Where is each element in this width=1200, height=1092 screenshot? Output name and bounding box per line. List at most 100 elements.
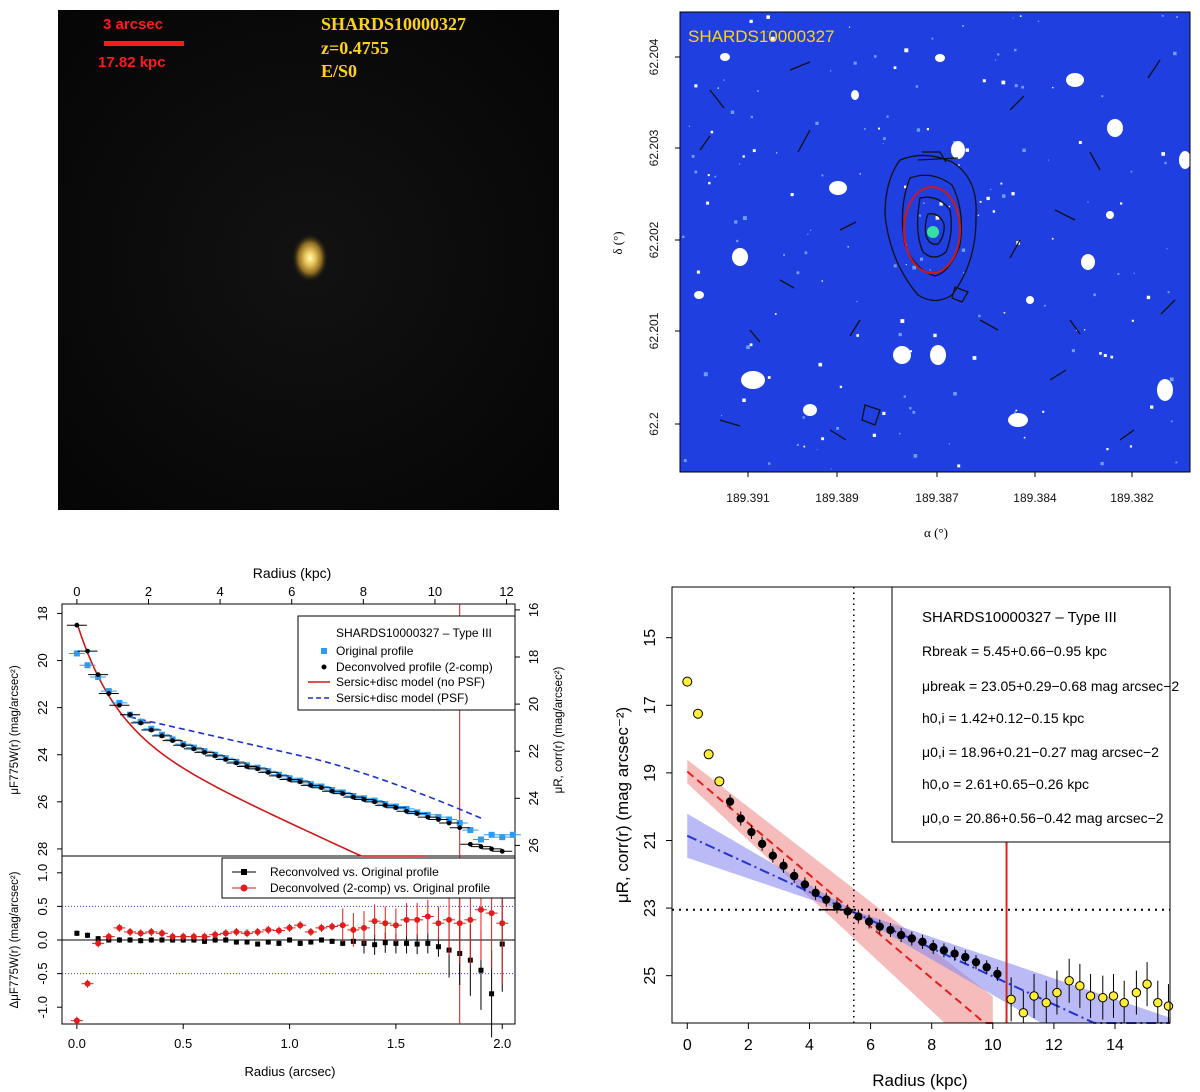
noise-pixel [714, 175, 717, 178]
map-field [680, 12, 1190, 472]
map-contours [699, 59, 1176, 441]
right-tick-label: 18 [526, 650, 541, 664]
residual-legend: Reconvolved vs. Original profile Deconvo… [221, 857, 516, 899]
legend-deconvolved-label: Deconvolved profile (2-comp) [336, 660, 493, 674]
deconvolved-point [499, 848, 505, 854]
noise-pixel [1037, 20, 1040, 23]
profile-point [822, 895, 831, 904]
noise-pixel [770, 36, 775, 41]
deconvolved-point [233, 760, 239, 766]
noise-pixel [1021, 85, 1025, 89]
noise-pixel [1101, 95, 1104, 98]
residual-axis-title: ΔμF775W(r) (mag/arcsec²) [9, 871, 21, 1008]
deconvolved-point [372, 799, 378, 805]
profile-point [747, 827, 756, 837]
legend-psf-label: Sersic+disc model (PSF) [336, 691, 468, 705]
galaxy-blob [292, 234, 328, 282]
deconv-resid-point [286, 924, 293, 931]
noise-pixel [683, 459, 687, 463]
noise-pixel [953, 391, 957, 396]
legend-reconvolved-label: Reconvolved vs. Original profile [270, 865, 439, 879]
noise-pixel [1103, 353, 1107, 358]
faint-point [1064, 976, 1074, 986]
break-x-tick-label: 8 [927, 1037, 936, 1054]
top-tick-label: 0 [73, 584, 80, 599]
deconv-resid-point [297, 922, 304, 929]
noise-pixel [1093, 293, 1096, 297]
noise-pixel [752, 149, 756, 153]
break-x-tick-label: 6 [866, 1037, 875, 1054]
deconv-resid-point [275, 927, 282, 934]
reconvolved-point [85, 932, 91, 938]
noise-pixel [1100, 461, 1104, 466]
faint-point [1153, 998, 1163, 1008]
noise-pixel [916, 128, 921, 132]
noise-pixel [815, 121, 819, 125]
bottom-tick-label: 1.5 [387, 1036, 405, 1051]
noise-pixel [1042, 410, 1045, 413]
profile-point [918, 937, 927, 947]
noise-pixel [708, 181, 711, 185]
map-y-axis-title: δ (°) [610, 231, 625, 254]
legend-deconvolved-icon [321, 664, 327, 670]
top-tick-label: 10 [428, 584, 442, 599]
noise-pixel [706, 201, 710, 205]
noise-pixel [1011, 192, 1015, 196]
map-x-tick: 189.387 [915, 491, 959, 505]
reconvolved-point [404, 940, 410, 946]
profile-legend-box [297, 615, 516, 711]
noise-pixel [883, 137, 886, 141]
map-sources [694, 53, 1191, 427]
noise-pixel [873, 55, 877, 58]
original-point [73, 650, 80, 657]
left-tick-label: 18 [35, 606, 50, 620]
map-x-ticks: 189.391 189.389 189.387 189.384 189.382 [726, 472, 1154, 505]
left-tick-label: 24 [35, 747, 50, 761]
reconvolved-point [308, 939, 314, 945]
profile-point [843, 907, 852, 916]
noise-pixel [1164, 161, 1167, 165]
break-legend-title: SHARDS10000327 – Type III [922, 609, 1117, 626]
noise-pixel [886, 115, 889, 118]
left-tick-label: 22 [35, 700, 50, 714]
map-frame [679, 11, 1191, 473]
reconvolved-point [148, 937, 154, 943]
map-y-tick: 62.204 [647, 38, 661, 75]
deconv-resid-point [392, 922, 399, 929]
deconvolved-point [467, 841, 473, 847]
noise-pixel [836, 426, 840, 430]
noise-pixel [1169, 377, 1174, 382]
break-y-tick-label: 25 [642, 967, 659, 985]
residual-tick-label: 0.5 [35, 897, 50, 915]
panel-b-contour-map: SHARDS10000327 62.204 62.203 62.202 62.2… [610, 11, 1191, 540]
noise-pixel [703, 372, 708, 377]
deconvolved-point [404, 808, 409, 814]
noise-pixel [909, 350, 912, 353]
deconv-resid-point [350, 926, 357, 933]
noise-pixel [768, 462, 771, 465]
map-y-tick: 62.203 [647, 129, 661, 166]
profile-point [811, 888, 820, 898]
legend-nopsf-label: Sersic+disc model (no PSF) [336, 675, 485, 689]
noise-pixel [904, 48, 909, 53]
legend-rbreak: Rbreak = 5.45+0.66−0.95 kpc [922, 643, 1107, 659]
right-tick-label: 16 [526, 603, 541, 617]
deconvolved-point [159, 733, 165, 739]
profile-point [875, 922, 884, 931]
profile-legend: SHARDS10000327 – Type III Original profi… [297, 615, 516, 711]
top-axis-ticks: 0 2 4 6 8 10 12 [73, 584, 514, 604]
profile-point [961, 952, 970, 962]
noise-pixel [1078, 140, 1082, 144]
noise-pixel [962, 272, 965, 274]
noise-pixel [767, 31, 769, 33]
faint-point [1052, 987, 1062, 998]
noise-pixel [913, 454, 918, 458]
break-y-ticks: 15 17 19 21 23 25 [642, 629, 672, 985]
noise-pixel [994, 59, 997, 61]
legend-deconv-resid-label: Deconvolved (2-comp) vs. Original profil… [270, 881, 490, 895]
noise-pixel [923, 202, 925, 204]
faint-point [1029, 991, 1039, 1001]
noise-pixel [720, 414, 723, 417]
model-psf-line [129, 716, 484, 820]
reconvolved-point [425, 940, 431, 946]
